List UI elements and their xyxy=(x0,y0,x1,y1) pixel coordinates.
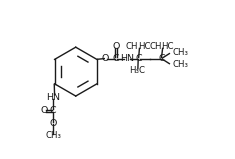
Text: C: C xyxy=(158,54,165,63)
Text: HN: HN xyxy=(120,54,134,63)
Text: CH₃: CH₃ xyxy=(172,60,188,69)
Text: HC: HC xyxy=(138,42,151,51)
Text: CH: CH xyxy=(149,42,161,51)
Text: O: O xyxy=(102,54,109,63)
Text: O: O xyxy=(112,42,119,51)
Text: HN: HN xyxy=(46,93,60,102)
Text: C: C xyxy=(113,54,119,63)
Text: C: C xyxy=(50,106,56,115)
Text: H₃C: H₃C xyxy=(129,66,145,75)
Text: HC: HC xyxy=(161,42,174,51)
Text: CH₃: CH₃ xyxy=(172,48,188,57)
Text: O: O xyxy=(49,119,57,128)
Text: CH₃: CH₃ xyxy=(45,131,61,140)
Text: O: O xyxy=(41,106,48,115)
Text: CH: CH xyxy=(126,42,138,51)
Text: C: C xyxy=(135,54,142,63)
